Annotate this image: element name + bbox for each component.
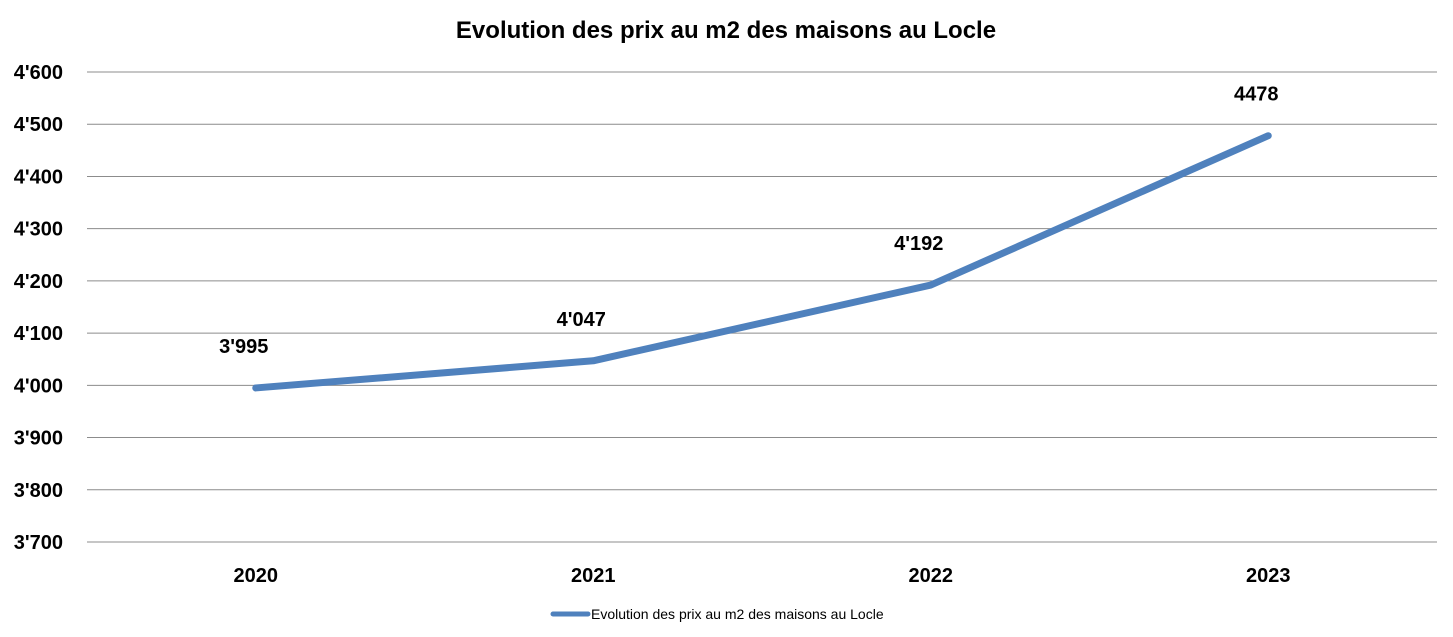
y-tick-label: 4'100: [14, 323, 63, 345]
series-line: [252, 132, 1272, 392]
y-axis-tick-labels: 3'700 3'800 3'900 4'000 4'100 4'200 4'300 4'400…: [14, 62, 63, 554]
series-layer: [252, 132, 1272, 392]
data-label: 4'192: [894, 233, 943, 255]
data-point: [930, 284, 932, 286]
x-tick-label: 2022: [909, 565, 954, 587]
y-tick-label: 3'800: [14, 480, 63, 502]
data-label: 4478: [1234, 84, 1279, 106]
gridlines: [87, 71, 1437, 543]
data-label: 4'047: [557, 309, 606, 331]
y-tick-label: 4'500: [14, 114, 63, 136]
legend: Evolution des prix au m2 des maisons au …: [550, 606, 884, 622]
y-tick-label: 3'700: [14, 532, 63, 554]
y-tick-label: 4'200: [14, 271, 63, 293]
chart-title: Evolution des prix au m2 des maisons au …: [456, 17, 996, 44]
y-tick-label: 4'300: [14, 219, 63, 241]
x-tick-label: 2020: [234, 565, 279, 587]
y-tick-label: 4'600: [14, 62, 63, 84]
data-point: [592, 360, 594, 362]
x-tick-label: 2023: [1246, 565, 1291, 587]
x-tick-label: 2021: [571, 565, 616, 587]
legend-label: Evolution des prix au m2 des maisons au …: [591, 606, 884, 622]
data-labels: 3'995 4'047 4'192 4478: [219, 84, 1278, 358]
y-tick-label: 4'400: [14, 166, 63, 188]
data-point: [255, 387, 257, 389]
y-tick-label: 4'000: [14, 375, 63, 397]
data-label: 3'995: [219, 336, 268, 358]
x-axis-tick-labels: 2020 2021 2022 2023: [234, 565, 1291, 587]
data-point: [1267, 135, 1269, 137]
y-tick-label: 3'900: [14, 428, 63, 450]
